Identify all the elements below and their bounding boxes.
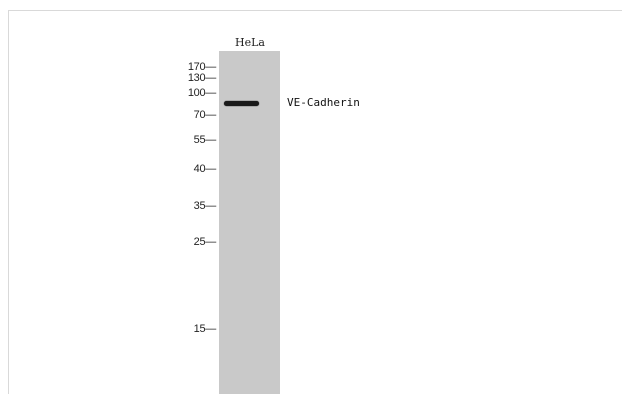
protein-band: [224, 101, 259, 106]
marker-25: 25—: [193, 236, 217, 248]
marker-40: 40—: [193, 163, 217, 175]
protein-label: VE-Cadherin: [287, 96, 360, 109]
marker-55: 55—: [193, 134, 217, 146]
lane-label: HeLa: [235, 36, 265, 49]
marker-130: 130—: [187, 72, 216, 84]
marker-15: 15—: [193, 323, 217, 335]
blot-lane: [219, 51, 280, 394]
marker-100: 100—: [187, 87, 216, 99]
marker-35: 35—: [193, 200, 217, 212]
frame-left-border: [8, 10, 9, 394]
marker-70: 70—: [193, 109, 217, 121]
frame-top-border: [8, 10, 622, 11]
marker-170: 170—: [187, 61, 216, 73]
